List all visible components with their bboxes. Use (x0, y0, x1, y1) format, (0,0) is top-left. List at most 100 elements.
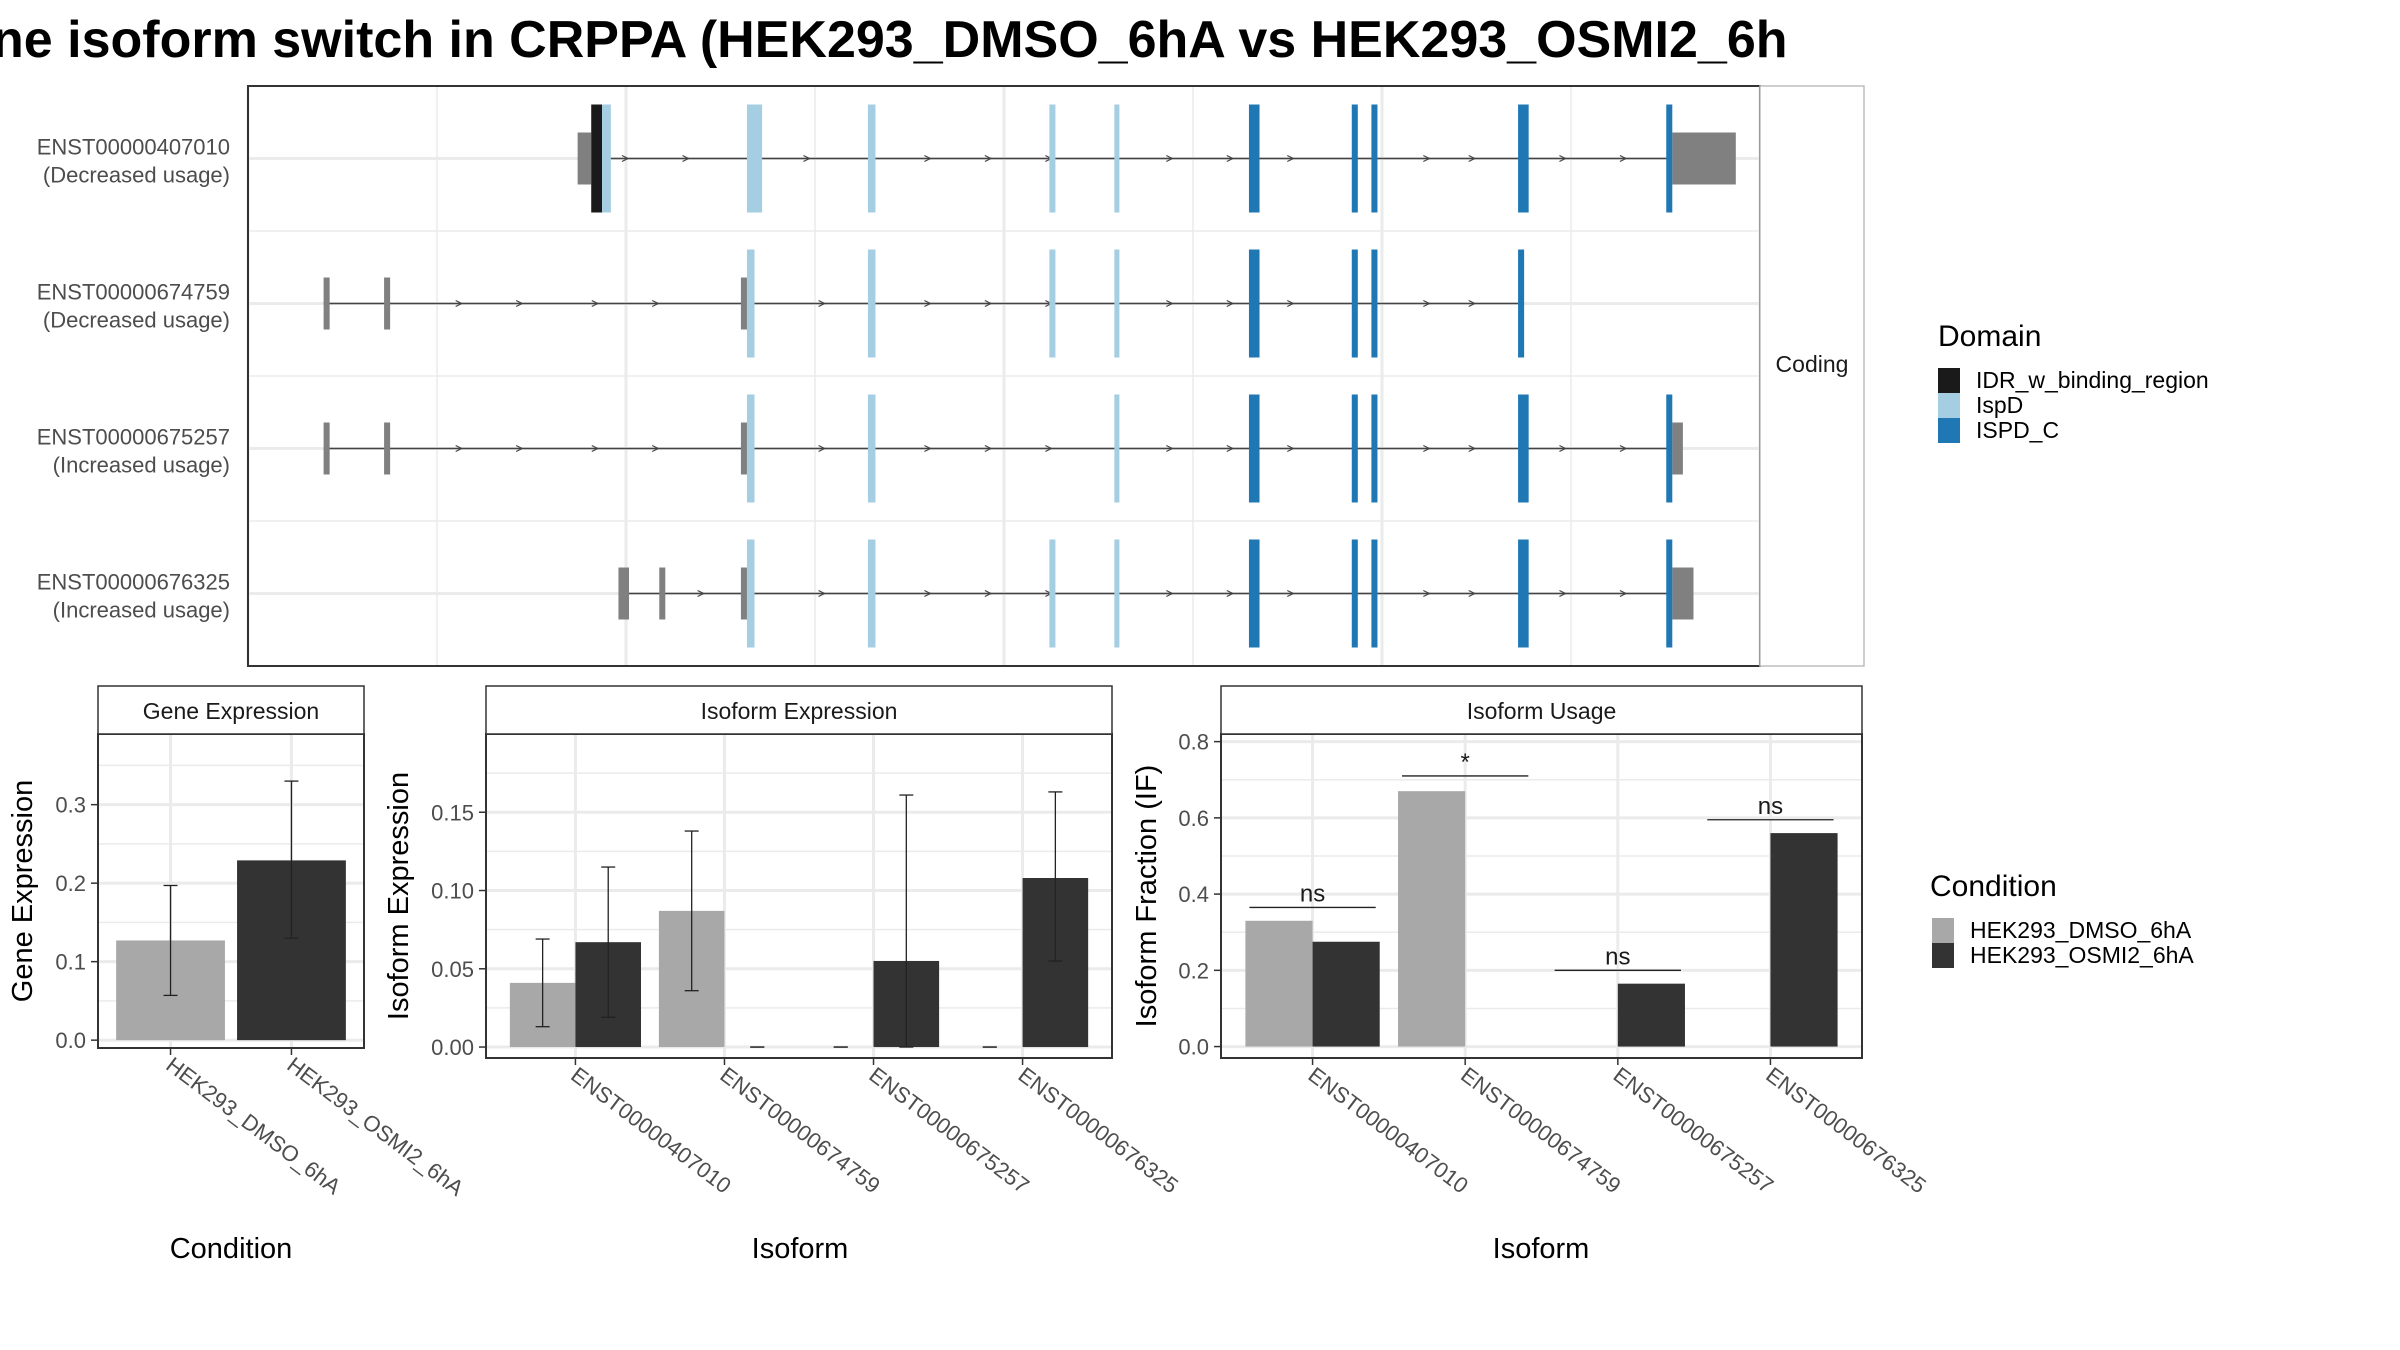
strand-arrow (924, 589, 932, 598)
x-axis-title: Condition (170, 1233, 293, 1265)
strand-arrow (515, 299, 524, 308)
strand-arrow (651, 444, 660, 453)
strand-arrow (1619, 444, 1628, 453)
x-tick-label: ENST00000676325 (1761, 1062, 1930, 1198)
exon-ispd-domain (1049, 249, 1056, 358)
exon-ispd-domain (1114, 539, 1120, 648)
strand-arrow (1559, 154, 1567, 163)
transcript-id-label: ENST00000674759 (37, 280, 230, 305)
exon-ispd-domain (746, 104, 763, 213)
transcript-id-label: ENST00000407010 (37, 135, 230, 160)
utr-block (740, 422, 747, 475)
transcript-id-label: ENST00000676325 (37, 570, 230, 595)
strand-arrow (591, 299, 600, 308)
x-tick-label: ENST00000675257 (1609, 1062, 1778, 1198)
exon-ispd-domain (746, 249, 755, 358)
strand-arrow (1468, 154, 1477, 163)
strand-arrow (1287, 154, 1295, 163)
y-tick-label: 0.0 (1178, 1035, 1209, 1060)
exon-ispd-c-domain (1371, 539, 1378, 648)
y-axis-title: Isoform Expression (383, 772, 415, 1020)
exon-ispd-c-domain (1666, 394, 1673, 503)
y-tick-label: 0.2 (55, 871, 86, 896)
significance-label: ns (1758, 793, 1783, 820)
bar (1245, 920, 1313, 1047)
y-tick-label: 0.0 (55, 1028, 86, 1053)
transcript-id-label: ENST00000675257 (37, 425, 230, 450)
utr-block (1672, 567, 1694, 620)
y-tick-label: 0.2 (1178, 958, 1209, 983)
strand-arrow (1166, 589, 1174, 598)
y-tick-label: 0.10 (431, 879, 474, 904)
y-tick-label: 0.15 (431, 800, 474, 825)
exon-ispd-domain (1114, 394, 1120, 503)
condition-legend-title: Condition (1930, 870, 2057, 903)
utr-block (618, 567, 630, 620)
x-axis-title: Isoform (1493, 1233, 1590, 1265)
y-tick-label: 0.4 (1178, 882, 1209, 907)
strand-arrow (924, 154, 932, 163)
strand-arrow (1226, 299, 1235, 308)
condition-legend-label: HEK293_OSMI2_6hA (1970, 942, 2194, 968)
bar-panel-strip-label: Isoform Expression (701, 698, 898, 724)
strand-arrow (924, 299, 932, 308)
utr-block (1672, 422, 1683, 475)
x-tick-label: ENST00000674759 (1456, 1062, 1625, 1198)
strand-arrow (697, 589, 705, 598)
y-axis-title: Isoform Fraction (IF) (1131, 765, 1163, 1028)
bar-panels: Gene Expression0.00.10.20.3HEK293_DMSO_6… (7, 685, 1931, 1265)
exon-ispd-domain (746, 394, 755, 503)
strand-arrow (682, 154, 690, 163)
strand-arrow (1166, 444, 1174, 453)
exon-ispd-c-domain (1351, 539, 1358, 648)
utr-block (577, 132, 592, 185)
strand-arrow (1287, 589, 1295, 598)
figure-title: ne isoform switch in CRPPA (HEK293_DMSO_… (0, 11, 1788, 69)
strand-arrow (1226, 444, 1235, 453)
domain-legend-label: IspD (1976, 392, 2023, 418)
strand-arrow (818, 589, 826, 598)
bar (1398, 791, 1466, 1047)
utr-block (740, 567, 747, 620)
y-tick-label: 0.6 (1178, 806, 1209, 831)
strand-arrow (1619, 589, 1628, 598)
utr-block (323, 277, 330, 330)
strand-arrow (1166, 299, 1174, 308)
strand-arrow (591, 444, 600, 453)
exon-ispd-c-domain (1518, 539, 1529, 648)
bar-panel-strip (1220, 685, 1863, 735)
strand-arrow (1045, 444, 1053, 453)
strand-arrow (984, 589, 993, 598)
transcript-usage-label: (Increased usage) (53, 598, 230, 623)
transcript-track (577, 104, 1736, 213)
domain-legend-title: Domain (1938, 320, 2041, 353)
domain-legend-label: ISPD_C (1976, 417, 2059, 443)
strand-arrow (1226, 154, 1235, 163)
exon-ispd-c-domain (1351, 394, 1358, 503)
exon-ispd-c-domain (1518, 249, 1525, 358)
bar (1312, 941, 1380, 1047)
strand-arrow (1423, 444, 1431, 453)
exon-ispd-domain (1114, 104, 1120, 213)
strand-arrow (818, 299, 826, 308)
exon-ispd-c-domain (1248, 394, 1260, 503)
exon-ispd-c-domain (1351, 249, 1358, 358)
exon-ispd-c-domain (1248, 104, 1260, 213)
strand-arrow (1423, 154, 1431, 163)
significance-label: ns (1300, 880, 1325, 907)
bar-panel-strip-label: Gene Expression (143, 698, 319, 724)
strand-arrow (651, 299, 660, 308)
strand-arrow (803, 154, 811, 163)
utr-block (1672, 132, 1736, 185)
utr-block (740, 277, 747, 330)
strand-arrow (818, 444, 826, 453)
strand-arrow (1166, 154, 1174, 163)
strand-arrow (515, 444, 524, 453)
exon-ispd-c-domain (1351, 104, 1358, 213)
y-tick-label: 0.8 (1178, 730, 1209, 755)
strand-arrow (1423, 299, 1431, 308)
exon-ispd-domain (602, 104, 611, 213)
bar-panel-3: ns * ns ns Isoform Usage 0.0 0.2 0.4 0.6 0.8 ENST0… (1131, 685, 1931, 1265)
y-tick-label: 0.1 (55, 950, 86, 975)
bar (1770, 833, 1838, 1047)
